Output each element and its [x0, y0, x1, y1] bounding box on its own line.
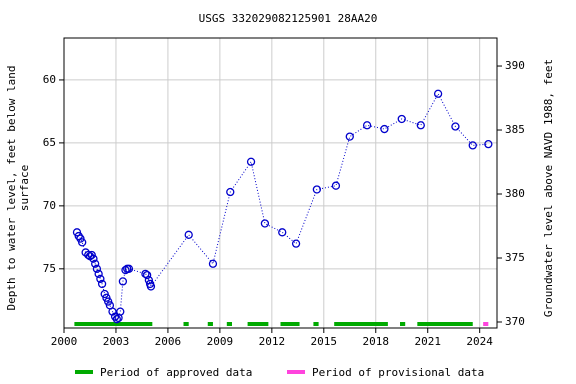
data-point — [380, 124, 389, 134]
y-tick-label: 75 — [43, 262, 56, 275]
y2-tick-label: 370 — [505, 315, 525, 328]
data-point — [484, 140, 493, 149]
x-tick-label: 2003 — [103, 335, 130, 348]
y-tick-label: 70 — [43, 199, 56, 212]
y2-axis-label: Groundwater level above NAVD 1988, feet — [542, 59, 555, 317]
x-tick-label: 2018 — [363, 335, 390, 348]
data-point — [291, 239, 301, 248]
data-point — [72, 228, 82, 237]
plot-frame — [63, 37, 498, 329]
data-point — [87, 250, 96, 260]
y2-tick-label: 385 — [505, 123, 525, 136]
data-point — [451, 122, 460, 131]
y-axis-label: Depth to water level, feet below land — [5, 65, 18, 310]
data-point — [184, 230, 193, 239]
y-tick-label: 60 — [43, 73, 56, 86]
series-line — [76, 92, 489, 320]
data-point — [104, 297, 113, 306]
data-point — [112, 315, 121, 324]
x-tick-label: 2024 — [466, 335, 493, 348]
data-point — [78, 238, 87, 247]
y2-tick-label: 375 — [505, 251, 525, 264]
data-point — [102, 293, 111, 302]
x-tick-label: 2009 — [207, 335, 234, 348]
data-point — [118, 277, 128, 286]
data-point — [468, 141, 477, 150]
data-point — [416, 121, 425, 130]
x-tick-label: 2000 — [51, 335, 78, 348]
data-point — [141, 269, 150, 279]
data-point — [124, 264, 134, 273]
data-point — [278, 228, 287, 237]
data-point — [94, 269, 103, 279]
data-point — [312, 185, 322, 194]
data-point — [226, 187, 235, 197]
data-point — [96, 274, 105, 284]
data-point — [100, 289, 109, 299]
legend-label: Period of approved data — [100, 366, 252, 379]
data-point — [97, 279, 107, 289]
x-tick-label: 2021 — [414, 335, 441, 348]
data-point — [92, 264, 102, 273]
y2-tick-label: 380 — [505, 187, 525, 200]
x-tick-label: 2012 — [259, 335, 286, 348]
data-point — [362, 121, 372, 130]
data-point — [208, 259, 218, 268]
data-point — [142, 270, 152, 280]
data-point — [116, 307, 125, 316]
y2-tick-label: 390 — [505, 59, 525, 72]
chart-title: USGS 332029082125901 28AA20 — [199, 12, 378, 25]
x-tick-label: 2006 — [155, 335, 182, 348]
data-point — [331, 181, 341, 190]
data-point — [91, 259, 100, 268]
data-point — [89, 254, 98, 263]
y-axis-label: surface — [18, 165, 31, 211]
legend-label: Period of provisional data — [312, 366, 484, 379]
data-point — [260, 219, 270, 228]
data-point — [146, 282, 156, 291]
data-point — [345, 132, 354, 141]
y-tick-label: 65 — [43, 136, 56, 149]
data-point — [397, 114, 406, 124]
data-point — [76, 234, 85, 243]
data-point — [433, 89, 443, 98]
x-tick-label: 2015 — [311, 335, 338, 348]
data-point — [246, 157, 256, 166]
